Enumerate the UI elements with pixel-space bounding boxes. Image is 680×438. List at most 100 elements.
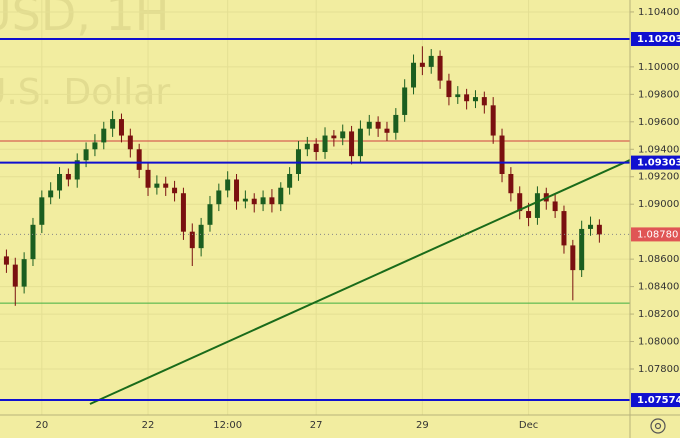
candle-body (225, 179, 231, 191)
candle-body (596, 224, 602, 235)
candle-body (428, 55, 434, 67)
candle-body (411, 62, 417, 88)
candle-body (366, 121, 372, 129)
candle-body (517, 193, 523, 212)
candle-body (304, 143, 310, 150)
x-tick-label: 12:00 (213, 420, 242, 431)
candle-body (472, 97, 478, 102)
axes: 1.10400 1.10000 1.09800 1.09600 1.09400 1.092… (35, 7, 680, 431)
plot-area (0, 38, 630, 405)
candle-body (526, 211, 532, 218)
level-label-box (631, 32, 680, 47)
candle-body (499, 135, 505, 174)
candle-body (83, 149, 89, 161)
candle-body (172, 187, 178, 194)
candle-body (287, 173, 293, 188)
level-label-box (631, 155, 680, 170)
x-tick-label: 20 (35, 420, 48, 431)
settings-icon-center (654, 422, 662, 430)
candle-body (331, 135, 337, 139)
candle-body (163, 183, 169, 188)
level-label: 1.10203 (637, 34, 680, 45)
candle-body (349, 131, 355, 157)
candle-body (490, 105, 496, 136)
candle-body (154, 183, 160, 188)
candle-body (136, 149, 142, 170)
trendline (89, 159, 630, 405)
candle-body (180, 193, 186, 232)
price-label-box (631, 227, 680, 242)
candle-body (242, 198, 248, 202)
candle-body (375, 121, 381, 129)
y-tick-label: 1.08000 (638, 337, 679, 348)
level-label: 1.07574 (637, 395, 680, 406)
y-tick-label: 1.09600 (638, 117, 679, 128)
candle-body (455, 94, 461, 98)
candle-body (127, 135, 133, 150)
y-tick-label: 1.09200 (638, 172, 679, 183)
candle-body (322, 135, 328, 153)
y-tick-label: 1.08600 (638, 254, 679, 265)
x-tick-label: Dec (519, 420, 538, 431)
y-tick-label: 1.10400 (638, 7, 679, 18)
level-label-box (631, 393, 680, 408)
candle-body (534, 193, 540, 218)
candle-body (508, 173, 514, 194)
candle-body (12, 264, 18, 287)
candle-body (110, 119, 116, 129)
x-tick-label: 27 (310, 420, 323, 431)
watermark-description: U.S. Dollar (0, 72, 170, 113)
candle-body (74, 160, 80, 180)
candle-body (561, 211, 567, 246)
y-tick-label: 1.09000 (638, 199, 679, 210)
candle-body (570, 245, 576, 271)
candle-body (481, 97, 487, 106)
candle-body (437, 55, 443, 81)
candle-body (101, 128, 107, 143)
candle-body (357, 128, 363, 157)
candle-body (118, 119, 124, 136)
price-label: 1.08780 (637, 229, 678, 240)
candle-body (384, 128, 390, 133)
candle-body (189, 231, 195, 249)
watermark-symbol: USD, 1H (0, 0, 169, 41)
settings-icon[interactable] (650, 418, 666, 434)
level-label: 1.09303 (637, 158, 680, 169)
candle-body (207, 204, 213, 225)
candle-body (260, 197, 266, 205)
candle-body (313, 143, 319, 153)
x-tick-label: 22 (142, 420, 155, 431)
settings-button[interactable] (650, 418, 666, 434)
y-tick-label: 1.08400 (638, 282, 679, 293)
candle-body (419, 62, 425, 67)
candle-body (234, 179, 240, 202)
candle-body (269, 197, 275, 205)
candle-body (340, 131, 346, 139)
candle-body (198, 224, 204, 249)
candle-body (21, 259, 27, 287)
candle-body (446, 80, 452, 98)
candle-body (92, 142, 98, 150)
candle-body (216, 190, 222, 205)
candle-body (393, 114, 399, 133)
y-tick-label: 1.10000 (638, 62, 679, 73)
candle-body (3, 256, 9, 265)
candle-body (48, 190, 54, 198)
y-tick-label: 1.07800 (638, 364, 679, 375)
y-tick-label: 1.08200 (638, 309, 679, 320)
candle-body (251, 198, 257, 205)
candle-body (579, 228, 585, 271)
candle-body (30, 224, 36, 260)
candle-body (145, 169, 151, 188)
candle-body (464, 94, 470, 102)
candle-body (278, 187, 284, 205)
candle-body (57, 173, 63, 191)
candle-body (39, 197, 45, 225)
candle-body (65, 173, 71, 180)
x-tick-label: 29 (416, 420, 429, 431)
y-tick-label: 1.09400 (638, 144, 679, 155)
candle-body (402, 87, 408, 115)
candle-body (588, 224, 594, 229)
